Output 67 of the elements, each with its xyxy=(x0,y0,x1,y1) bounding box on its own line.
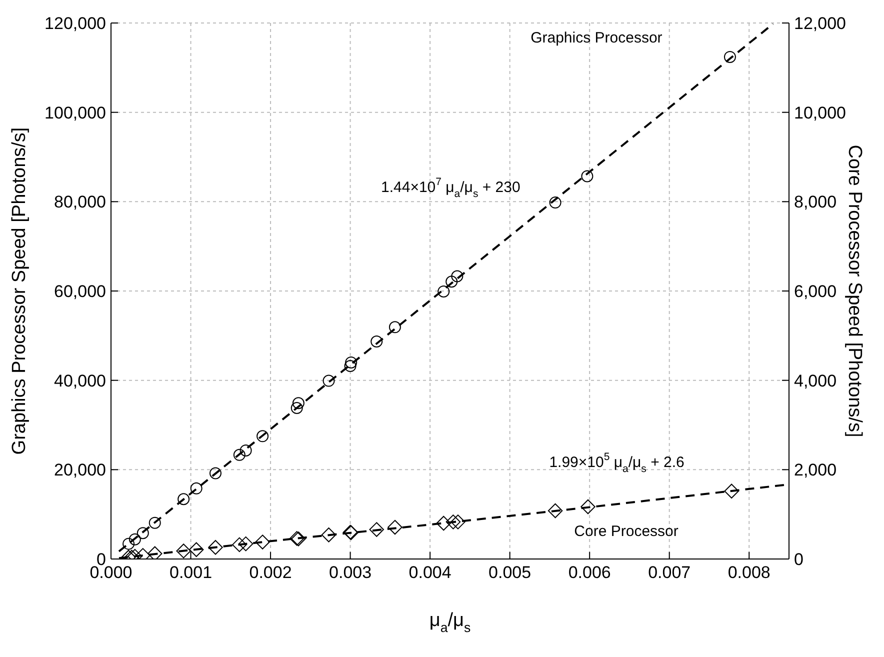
point xyxy=(388,520,402,535)
point xyxy=(370,335,383,348)
x-tick-label: 0.005 xyxy=(488,563,532,582)
x-tick-label: 0.001 xyxy=(169,563,212,582)
y2-tick-label: 10,000 xyxy=(794,103,846,122)
x-tick-label: 0.007 xyxy=(648,563,691,582)
point xyxy=(233,448,246,461)
point xyxy=(388,321,401,334)
point xyxy=(580,499,596,514)
point xyxy=(232,537,247,552)
point xyxy=(438,285,450,298)
annotation: Core Processor xyxy=(574,523,678,540)
y2-axis-title: Core Processor Speed [Photons/s] xyxy=(844,144,865,438)
point xyxy=(436,516,451,531)
point xyxy=(208,540,223,555)
annotation: 1.99×10$^{5}$ μ$_{a}$/μ$_{s}$ + 2.6 xyxy=(549,450,684,475)
point xyxy=(292,397,304,410)
point xyxy=(446,276,458,288)
point xyxy=(446,514,461,530)
point xyxy=(549,196,562,209)
y-tick-label: 120,000 xyxy=(44,14,106,34)
point xyxy=(724,50,736,63)
y-tick-label: 40,000 xyxy=(54,371,106,390)
point xyxy=(451,270,464,282)
point xyxy=(344,360,356,372)
point xyxy=(255,534,270,550)
point xyxy=(122,538,135,550)
y-tick-label: 20,000 xyxy=(54,460,106,480)
point xyxy=(450,514,466,530)
x-tick-label: 0.008 xyxy=(728,563,770,582)
point xyxy=(190,482,202,494)
y-tick-label: 60,000 xyxy=(54,282,106,302)
point xyxy=(148,516,161,529)
y2-tick-label: 12,000 xyxy=(794,14,846,34)
annotation: Graphics Processor xyxy=(530,30,662,47)
point xyxy=(724,484,739,498)
point xyxy=(240,444,252,456)
point xyxy=(136,527,149,540)
y2-tick-label: 8,000 xyxy=(794,192,837,212)
point xyxy=(581,170,594,182)
x-tick-label: 0.006 xyxy=(568,563,611,582)
point xyxy=(290,402,303,414)
x-tick-label: 0.002 xyxy=(249,563,292,582)
point xyxy=(321,528,336,542)
y2-tick-label: 6,000 xyxy=(794,282,837,302)
y2-tick-label: 2,000 xyxy=(794,460,837,480)
y-tick-label: 80,000 xyxy=(54,192,106,212)
point xyxy=(548,503,563,518)
x-tick-label: 0.004 xyxy=(408,563,452,582)
point xyxy=(256,430,269,442)
x-tick-label: 0.003 xyxy=(329,563,372,582)
point xyxy=(322,374,335,387)
point xyxy=(178,493,190,506)
point xyxy=(345,356,358,368)
x-axis-title: μ$_{a}$/μ$_{s}$ xyxy=(429,610,471,636)
y-axis-title: Graphics Processor Speed [Photons/s] xyxy=(9,127,30,455)
point xyxy=(238,536,254,552)
point xyxy=(369,522,384,537)
y2-tick-label: 0 xyxy=(794,550,804,570)
y2-tick-label: 4,000 xyxy=(794,371,837,390)
point xyxy=(128,533,141,546)
point xyxy=(147,546,162,559)
point xyxy=(176,544,191,558)
y-tick-label: 100,000 xyxy=(44,103,106,122)
point xyxy=(188,542,204,557)
point xyxy=(209,467,222,480)
annotation: 1.44×10$^{7}$ μ$_{a}$/μ$_{s}$ + 230 xyxy=(381,176,520,200)
